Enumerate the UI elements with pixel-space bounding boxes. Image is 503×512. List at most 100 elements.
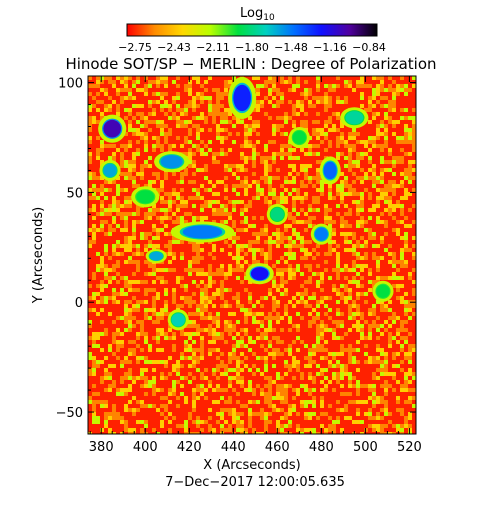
heatmap-cell <box>276 168 280 172</box>
heatmap-cell <box>160 76 164 80</box>
heatmap-cell <box>180 332 184 336</box>
heatmap-cell <box>100 280 104 284</box>
heatmap-cell <box>376 316 380 320</box>
heatmap-cell <box>228 80 232 84</box>
heatmap-cell <box>392 164 396 168</box>
heatmap-cell <box>272 408 276 412</box>
heatmap-cell <box>228 236 232 240</box>
heatmap-cell <box>348 240 352 244</box>
heatmap-cell <box>304 292 308 296</box>
heatmap-cell <box>352 252 356 256</box>
heatmap-cell <box>96 152 100 156</box>
heatmap-cell <box>180 180 184 184</box>
heatmap-cell <box>372 356 376 360</box>
heatmap-cell <box>232 432 236 434</box>
heatmap-cell <box>156 124 160 128</box>
heatmap-cell <box>344 164 348 168</box>
heatmap-cell <box>340 392 344 396</box>
heatmap-cell <box>272 96 276 100</box>
heatmap-cell <box>280 416 284 420</box>
heatmap-cell <box>88 188 92 192</box>
heatmap-cell <box>264 364 268 368</box>
heatmap-cell <box>144 360 148 364</box>
heatmap-cell <box>352 376 356 380</box>
heatmap-cell <box>176 304 180 308</box>
heatmap-cell <box>164 140 168 144</box>
heatmap-cell <box>128 384 132 388</box>
heatmap-cell <box>304 344 308 348</box>
heatmap-cell <box>212 400 216 404</box>
heatmap-cell <box>132 160 136 164</box>
heatmap-cell <box>192 216 196 220</box>
heatmap-cell <box>308 176 312 180</box>
heatmap-cell <box>96 300 100 304</box>
heatmap-cell <box>280 388 284 392</box>
heatmap-cell <box>136 332 140 336</box>
heatmap-cell <box>104 76 108 80</box>
heatmap-cell <box>412 188 416 192</box>
heatmap-cell <box>236 420 240 424</box>
heatmap-cell <box>380 160 384 164</box>
heatmap-cell <box>376 396 380 400</box>
heatmap-cell <box>392 120 396 124</box>
heatmap-cell <box>180 424 184 428</box>
heatmap-cell <box>312 184 316 188</box>
heatmap-cell <box>404 132 408 136</box>
heatmap-cell <box>96 252 100 256</box>
heatmap-cell <box>368 356 372 360</box>
heatmap-cell <box>268 92 272 96</box>
heatmap-cell <box>280 316 284 320</box>
heatmap-cell <box>132 212 136 216</box>
heatmap-cell <box>108 384 112 388</box>
heatmap-cell <box>176 120 180 124</box>
heatmap-cell <box>272 316 276 320</box>
heatmap-cell <box>344 300 348 304</box>
heatmap-cell <box>360 80 364 84</box>
heatmap-cell <box>400 424 404 428</box>
heatmap-cell <box>288 420 292 424</box>
heatmap-cell <box>236 260 240 264</box>
heatmap-cell <box>388 168 392 172</box>
heatmap-cell <box>368 360 372 364</box>
heatmap-cell <box>136 152 140 156</box>
heatmap-cell <box>260 336 264 340</box>
heatmap-cell <box>196 116 200 120</box>
heatmap-cell <box>248 144 252 148</box>
heatmap-cell <box>204 388 208 392</box>
heatmap-cell <box>300 296 304 300</box>
heatmap-cell <box>300 372 304 376</box>
heatmap-cell <box>408 308 412 312</box>
heatmap-cell <box>404 172 408 176</box>
heatmap-cell <box>244 288 248 292</box>
heatmap-cell <box>364 412 368 416</box>
heatmap-cell <box>276 340 280 344</box>
heatmap-cell <box>332 88 336 92</box>
heatmap-cell <box>380 348 384 352</box>
heatmap-cell <box>320 180 324 184</box>
heatmap-cell <box>224 188 228 192</box>
heatmap-cell <box>92 412 96 416</box>
heatmap-cell <box>120 360 124 364</box>
heatmap-cell <box>152 404 156 408</box>
heatmap-cell <box>96 148 100 152</box>
heatmap-cell <box>188 84 192 88</box>
heatmap-cell <box>196 132 200 136</box>
heatmap-cell <box>196 96 200 100</box>
heatmap-cell <box>244 344 248 348</box>
heatmap-cell <box>264 148 268 152</box>
heatmap-cell <box>144 384 148 388</box>
heatmap-cell <box>332 288 336 292</box>
heatmap-cell <box>108 432 112 434</box>
heatmap-cell <box>116 244 120 248</box>
heatmap-cell <box>336 360 340 364</box>
heatmap-cell <box>332 420 336 424</box>
heatmap-cell <box>324 412 328 416</box>
heatmap-cell <box>144 124 148 128</box>
heatmap-cell <box>272 160 276 164</box>
heatmap-cell <box>288 116 292 120</box>
heatmap-cell <box>348 168 352 172</box>
heatmap-cell <box>168 192 172 196</box>
heatmap-cell <box>168 388 172 392</box>
heatmap-cell <box>384 132 388 136</box>
heatmap-cell <box>364 252 368 256</box>
